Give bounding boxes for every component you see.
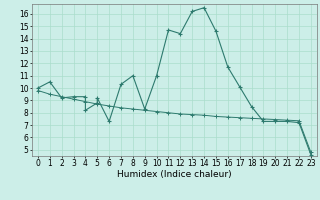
X-axis label: Humidex (Indice chaleur): Humidex (Indice chaleur) <box>117 170 232 179</box>
